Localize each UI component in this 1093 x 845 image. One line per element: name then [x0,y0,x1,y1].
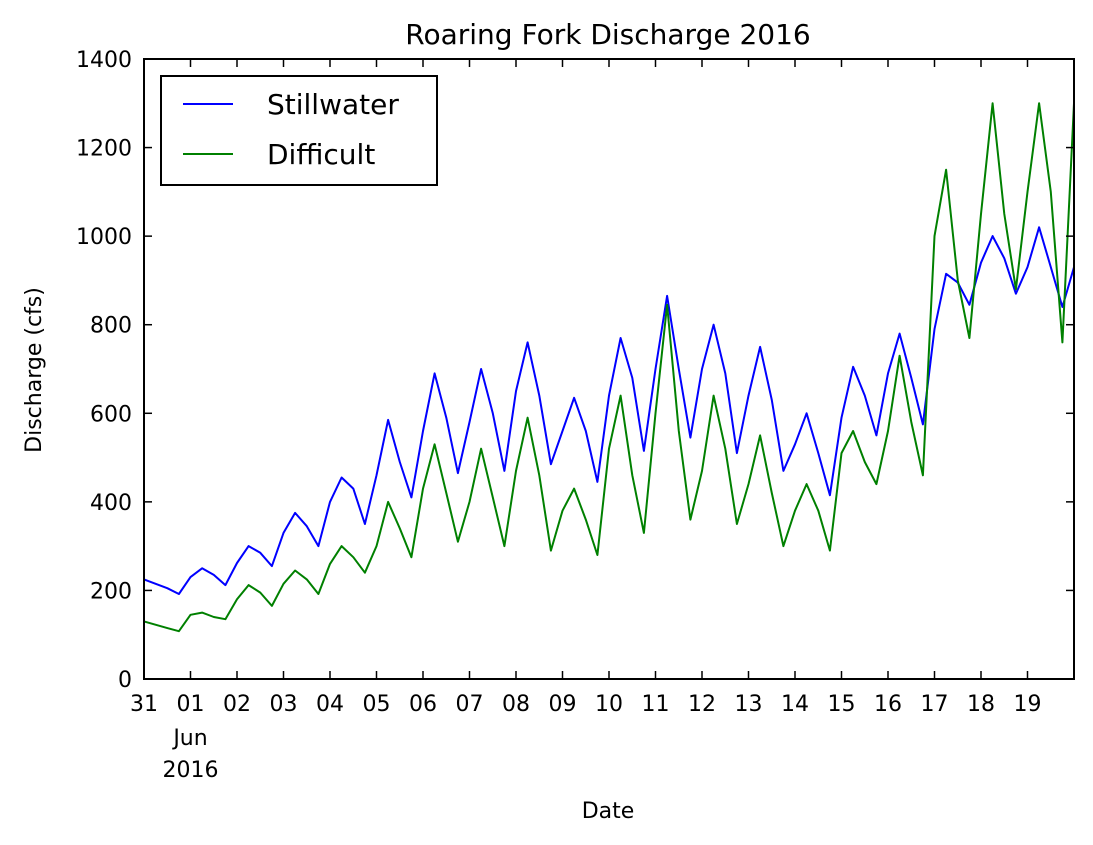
x-tick-label: 14 [781,692,809,717]
chart-title: Roaring Fork Discharge 2016 [405,18,810,51]
y-tick-label: 800 [90,314,132,339]
x-tick-label: 12 [688,692,716,717]
y-tick-label: 1200 [76,137,132,162]
series-line-difficult [143,102,1075,633]
x-tick-label: 15 [828,692,856,717]
x-axis-label: Date [582,799,635,824]
x-tick-label: 02 [223,692,251,717]
x-tick-label: 13 [735,692,763,717]
legend-box [160,75,438,186]
x-tick-label: 07 [456,692,484,717]
x-tick-label: 11 [642,692,670,717]
x-tick-label: 06 [409,692,437,717]
y-tick-label: 400 [90,491,132,516]
y-tick-label: 1400 [76,48,132,73]
y-tick-label: 600 [90,402,132,427]
y-axis-label: Discharge (cfs) [22,287,47,453]
x-tick-year-label: 2016 [163,758,219,783]
x-tick-label: 19 [1014,692,1042,717]
y-axis: 0 200 400 600 800 1000 1200 1400 [76,48,1074,693]
x-tick-label: 05 [363,692,391,717]
x-tick-label: 01 [177,692,205,717]
y-tick-label: 200 [90,579,132,604]
x-tick-label: 10 [595,692,623,717]
x-tick-month-label: Jun [171,726,207,751]
y-tick-label: 1000 [76,225,132,250]
y-tick-label: 0 [118,668,132,693]
legend-label-stillwater: Stillwater [267,88,399,121]
x-tick-label: 08 [502,692,530,717]
x-tick-label: 16 [874,692,902,717]
x-tick-label: 17 [921,692,949,717]
x-tick-label: 31 [130,692,158,717]
series-layer [143,102,1075,633]
x-tick-label: 09 [549,692,577,717]
x-tick-label: 18 [967,692,995,717]
legend: Stillwater Difficult [160,75,438,186]
x-tick-label: 04 [316,692,344,717]
x-tick-label: 03 [270,692,298,717]
series-line-stillwater [143,226,1075,595]
x-axis: 31 01 02 03 04 05 06 07 08 09 10 11 12 13 14 15 16 17 18 19 [130,59,1042,717]
legend-label-difficult: Difficult [267,138,375,171]
